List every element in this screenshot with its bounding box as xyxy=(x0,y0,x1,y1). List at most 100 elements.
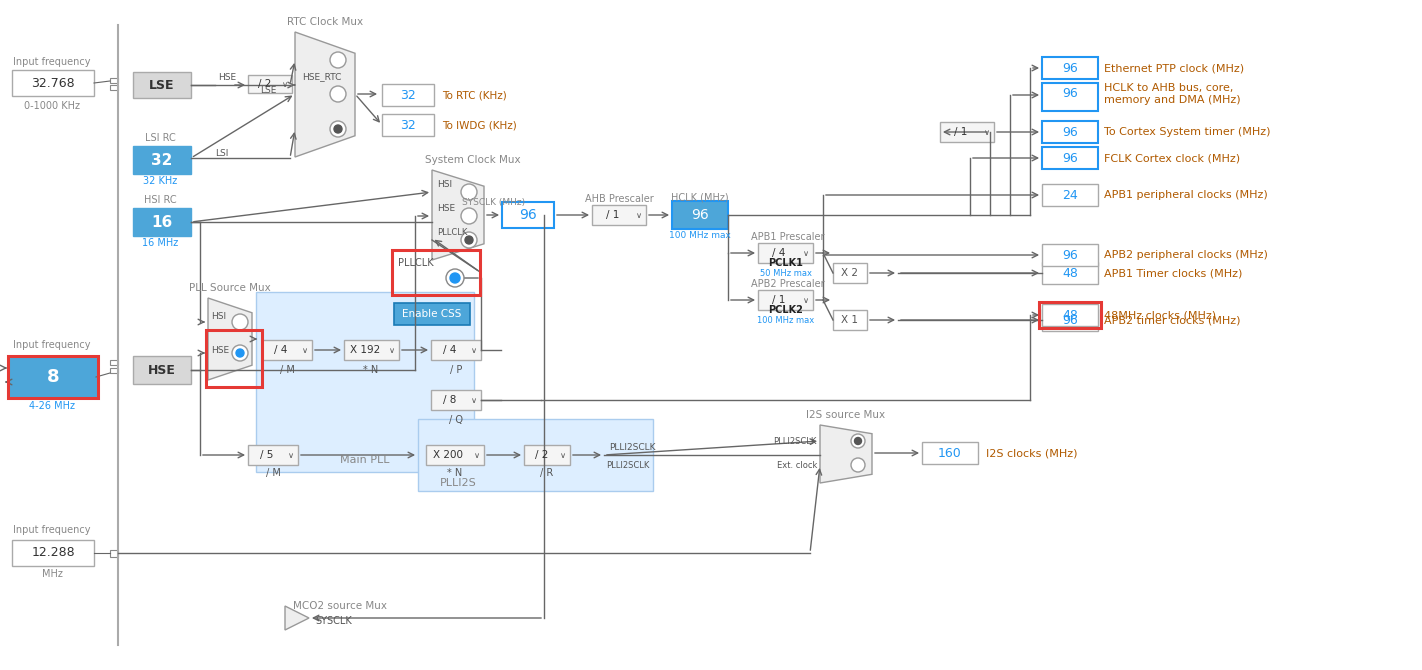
Bar xyxy=(383,114,434,136)
Bar xyxy=(427,445,483,465)
Text: / 1: / 1 xyxy=(954,127,967,137)
Bar xyxy=(673,201,728,229)
Circle shape xyxy=(850,458,865,472)
Bar xyxy=(833,310,867,330)
Text: memory and DMA (MHz): memory and DMA (MHz) xyxy=(1103,95,1240,105)
Text: PLLI2SCLK: PLLI2SCLK xyxy=(606,460,650,470)
Text: FCLK Cortex clock (MHz): FCLK Cortex clock (MHz) xyxy=(1103,153,1240,163)
Bar xyxy=(592,205,646,225)
Text: 32: 32 xyxy=(400,119,415,131)
Bar xyxy=(109,360,118,365)
Text: HSI RC: HSI RC xyxy=(144,195,176,205)
Text: 100 MHz max: 100 MHz max xyxy=(670,230,731,239)
Text: 96: 96 xyxy=(1062,151,1078,165)
Text: / 4: / 4 xyxy=(772,248,785,258)
Text: Ext. clock: Ext. clock xyxy=(776,460,818,470)
Bar xyxy=(109,78,118,83)
Text: ∨: ∨ xyxy=(390,346,395,354)
Text: 160: 160 xyxy=(939,446,961,460)
Text: 96: 96 xyxy=(1062,249,1078,261)
Bar xyxy=(10,358,97,396)
Bar xyxy=(134,356,191,384)
Circle shape xyxy=(330,52,346,68)
Text: SYSCLK (MHz): SYSCLK (MHz) xyxy=(462,198,526,206)
Bar xyxy=(394,303,471,325)
Text: ∨: ∨ xyxy=(803,249,809,257)
Polygon shape xyxy=(432,170,483,260)
Text: / Q: / Q xyxy=(449,415,464,425)
Text: LSI RC: LSI RC xyxy=(145,133,175,143)
Circle shape xyxy=(449,273,459,283)
Text: 96: 96 xyxy=(1062,86,1078,100)
Bar xyxy=(109,368,118,373)
Bar xyxy=(383,84,434,106)
Bar xyxy=(344,340,400,360)
Text: 16 MHz: 16 MHz xyxy=(142,238,178,248)
Text: HCLK (MHz): HCLK (MHz) xyxy=(671,192,729,202)
Circle shape xyxy=(232,314,247,330)
Circle shape xyxy=(850,434,865,448)
Text: ∨: ∨ xyxy=(282,80,289,88)
Text: APB2 peripheral clocks (MHz): APB2 peripheral clocks (MHz) xyxy=(1103,250,1268,260)
Text: 48MHz clocks (MHz): 48MHz clocks (MHz) xyxy=(1103,310,1216,320)
Text: 16: 16 xyxy=(151,214,172,230)
Bar xyxy=(392,250,481,295)
Text: To RTC (KHz): To RTC (KHz) xyxy=(442,90,506,100)
Text: I2S source Mux: I2S source Mux xyxy=(806,410,886,420)
Text: PLLI2SCLK: PLLI2SCLK xyxy=(774,436,818,446)
Bar xyxy=(1039,302,1101,328)
Circle shape xyxy=(447,269,464,287)
Text: LSE: LSE xyxy=(260,86,276,94)
Text: APB2 timer clocks (MHz): APB2 timer clocks (MHz) xyxy=(1103,315,1240,325)
Polygon shape xyxy=(208,298,252,380)
Text: Ethernet PTP clock (MHz): Ethernet PTP clock (MHz) xyxy=(1103,63,1244,73)
Text: / R: / R xyxy=(540,468,553,478)
Text: HSE_RTC: HSE_RTC xyxy=(301,72,341,82)
Text: / P: / P xyxy=(449,365,462,375)
Circle shape xyxy=(855,438,862,444)
Text: / 2: / 2 xyxy=(257,79,272,89)
Bar xyxy=(247,445,299,465)
Text: / 4: / 4 xyxy=(444,345,456,355)
Bar xyxy=(109,85,118,90)
Text: PLLCLK: PLLCLK xyxy=(437,228,468,237)
Text: / M: / M xyxy=(266,468,280,478)
Text: ∨: ∨ xyxy=(803,295,809,304)
Text: Input frequency: Input frequency xyxy=(13,525,91,535)
Text: To Cortex System timer (MHz): To Cortex System timer (MHz) xyxy=(1103,127,1270,137)
Bar xyxy=(431,340,481,360)
Text: Enable CSS: Enable CSS xyxy=(402,309,462,319)
Text: MCO2 source Mux: MCO2 source Mux xyxy=(293,601,387,611)
Bar xyxy=(262,340,311,360)
Bar xyxy=(1042,309,1098,331)
Text: I2S clocks (MHz): I2S clocks (MHz) xyxy=(985,448,1078,458)
Bar xyxy=(206,330,262,387)
Text: 0-1000 KHz: 0-1000 KHz xyxy=(24,101,80,111)
Text: HSE: HSE xyxy=(210,346,229,354)
Text: / 4: / 4 xyxy=(274,345,287,355)
Polygon shape xyxy=(284,606,309,630)
Text: / 2: / 2 xyxy=(535,450,547,460)
Circle shape xyxy=(461,184,476,200)
Circle shape xyxy=(236,349,245,357)
Text: MHz: MHz xyxy=(41,569,63,579)
Text: HSE: HSE xyxy=(437,204,455,212)
Bar xyxy=(134,208,191,236)
Bar xyxy=(11,70,94,96)
Text: 96: 96 xyxy=(691,208,710,222)
Bar xyxy=(11,540,94,566)
Circle shape xyxy=(334,125,343,133)
Bar xyxy=(1042,57,1098,79)
Bar xyxy=(1042,244,1098,266)
Text: LSE: LSE xyxy=(149,78,175,92)
Text: 96: 96 xyxy=(1062,125,1078,139)
Text: / M: / M xyxy=(280,365,294,375)
Text: APB2 Prescaler: APB2 Prescaler xyxy=(751,279,825,289)
Text: PLLI2S: PLLI2S xyxy=(439,478,476,488)
Text: HCLK to AHB bus, core,: HCLK to AHB bus, core, xyxy=(1103,83,1233,93)
Polygon shape xyxy=(820,425,872,483)
Text: / 8: / 8 xyxy=(444,395,456,405)
Text: 96: 96 xyxy=(519,208,538,222)
Text: System Clock Mux: System Clock Mux xyxy=(425,155,520,165)
Text: 48: 48 xyxy=(1062,267,1078,279)
